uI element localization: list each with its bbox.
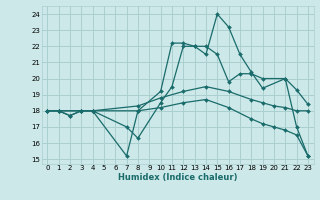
X-axis label: Humidex (Indice chaleur): Humidex (Indice chaleur) xyxy=(118,173,237,182)
